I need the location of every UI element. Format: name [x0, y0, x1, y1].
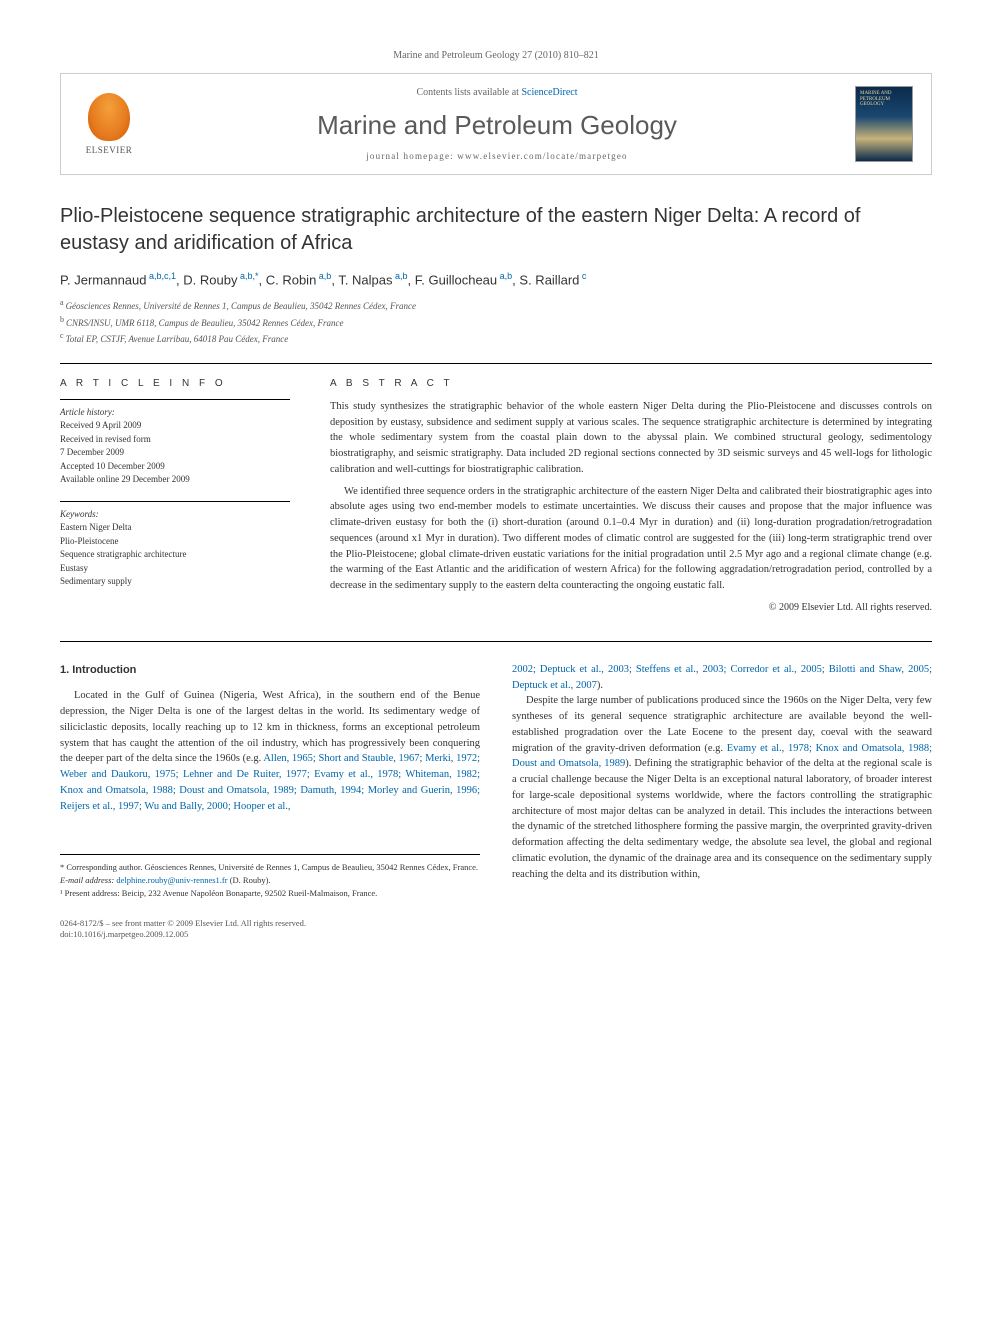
keyword-line: Sedimentary supply	[60, 575, 290, 589]
author-name: D. Rouby	[183, 272, 237, 287]
body-paragraph: 2002; Deptuck et al., 2003; Steffens et …	[512, 662, 932, 694]
affiliations-block: a Géosciences Rennes, Université de Renn…	[60, 297, 932, 347]
sciencedirect-link[interactable]: ScienceDirect	[521, 87, 577, 98]
email-suffix: (D. Rouby).	[228, 875, 271, 885]
author-affiliation-marks: a,b	[316, 271, 331, 281]
author-name: F. Guillocheau	[415, 272, 497, 287]
author-affiliation-marks: a,b,c,1	[147, 271, 177, 281]
affiliation-mark: b	[60, 315, 66, 324]
author-affiliation-marks: a,b	[497, 271, 512, 281]
publisher-logo: ELSEVIER	[79, 89, 139, 159]
refs-close: ).	[597, 680, 603, 691]
history-line: Received in revised form	[60, 433, 290, 447]
article-info-column: A R T I C L E I N F O Article history: R…	[60, 378, 290, 613]
affiliation-line: c Total EP, CSTJF, Avenue Larribau, 6401…	[60, 330, 932, 347]
body-column-right: 2002; Deptuck et al., 2003; Steffens et …	[512, 662, 932, 942]
body-paragraph: Despite the large number of publications…	[512, 693, 932, 882]
authors-line: P. Jermannaud a,b,c,1, D. Rouby a,b,*, C…	[60, 271, 932, 287]
keywords-heading: Keywords:	[60, 508, 290, 522]
keyword-line: Eustasy	[60, 562, 290, 576]
abstract-column: A B S T R A C T This study synthesizes t…	[330, 378, 932, 613]
article-history-block: Article history: Received 9 April 2009Re…	[60, 399, 290, 487]
history-line: Available online 29 December 2009	[60, 473, 290, 487]
author-name: T. Nalpas	[338, 272, 392, 287]
elsevier-tree-icon	[88, 93, 130, 141]
divider-rule-2	[60, 641, 932, 642]
history-lines: Received 9 April 2009Received in revised…	[60, 419, 290, 487]
footnote-corresponding: * Corresponding author. Géosciences Renn…	[60, 861, 480, 874]
front-matter-line: 0264-8172/$ – see front matter © 2009 El…	[60, 918, 480, 930]
footnote-email-line: E-mail address: delphine.rouby@univ-renn…	[60, 874, 480, 887]
section-heading-introduction: 1. Introduction	[60, 662, 480, 679]
abstract-paragraph: This study synthesizes the stratigraphic…	[330, 399, 932, 478]
cover-thumb-text: MARINE AND PETROLEUM GEOLOGY	[860, 91, 892, 108]
abstract-copyright: © 2009 Elsevier Ltd. All rights reserved…	[330, 602, 932, 613]
author-name: S. Raillard	[519, 272, 579, 287]
body-paragraph: Located in the Gulf of Guinea (Nigeria, …	[60, 688, 480, 814]
cover-line-1: MARINE AND	[860, 91, 892, 96]
author-affiliation-marks: a,b,*	[237, 271, 258, 281]
footnote-present-address: ¹ Present address: Beicip, 232 Avenue Na…	[60, 887, 480, 900]
abstract-text: This study synthesizes the stratigraphic…	[330, 399, 932, 594]
top-citation: Marine and Petroleum Geology 27 (2010) 8…	[60, 50, 932, 61]
homepage-url: www.elsevier.com/locate/marpetgeo	[457, 151, 627, 161]
page-container: Marine and Petroleum Geology 27 (2010) 8…	[0, 0, 992, 991]
history-line: Received 9 April 2009	[60, 419, 290, 433]
homepage-prefix: journal homepage:	[366, 151, 457, 161]
abstract-label: A B S T R A C T	[330, 378, 932, 389]
doi-line: doi:10.1016/j.marpetgeo.2009.12.005	[60, 929, 480, 941]
contents-available-line: Contents lists available at ScienceDirec…	[139, 87, 855, 98]
publisher-name: ELSEVIER	[86, 145, 133, 155]
journal-header: ELSEVIER Contents lists available at Sci…	[60, 73, 932, 175]
author-affiliation-marks: a,b	[393, 271, 408, 281]
keyword-lines: Eastern Niger DeltaPlio-PleistoceneSeque…	[60, 521, 290, 589]
body-text-right-2: ). Defining the stratigraphic behavior o…	[512, 758, 932, 879]
keyword-line: Eastern Niger Delta	[60, 521, 290, 535]
history-line: Accepted 10 December 2009	[60, 460, 290, 474]
footnotes-block: * Corresponding author. Géosciences Renn…	[60, 854, 480, 899]
body-column-left: 1. Introduction Located in the Gulf of G…	[60, 662, 480, 942]
article-title: Plio-Pleistocene sequence stratigraphic …	[60, 203, 932, 257]
abstract-paragraph: We identified three sequence orders in t…	[330, 484, 932, 594]
header-center: Contents lists available at ScienceDirec…	[139, 87, 855, 161]
email-label: E-mail address:	[60, 875, 116, 885]
affiliation-mark: c	[60, 331, 66, 340]
cover-line-2: PETROLEUM	[860, 97, 890, 102]
journal-name: Marine and Petroleum Geology	[139, 110, 855, 141]
contents-prefix: Contents lists available at	[416, 87, 521, 98]
affiliation-line: b CNRS/INSU, UMR 6118, Campus de Beaulie…	[60, 314, 932, 331]
bottom-copyright-block: 0264-8172/$ – see front matter © 2009 El…	[60, 918, 480, 942]
affiliation-line: a Géosciences Rennes, Université de Renn…	[60, 297, 932, 314]
body-columns: 1. Introduction Located in the Gulf of G…	[60, 662, 932, 942]
keyword-line: Plio-Pleistocene	[60, 535, 290, 549]
author-name: P. Jermannaud	[60, 272, 147, 287]
journal-homepage-line: journal homepage: www.elsevier.com/locat…	[139, 151, 855, 161]
keyword-line: Sequence stratigraphic architecture	[60, 548, 290, 562]
email-link[interactable]: delphine.rouby@univ-rennes1.fr	[116, 875, 227, 885]
history-line: 7 December 2009	[60, 446, 290, 460]
reference-link[interactable]: 2002; Deptuck et al., 2003; Steffens et …	[512, 664, 932, 691]
author-affiliation-marks: c	[579, 271, 586, 281]
journal-cover-thumbnail: MARINE AND PETROLEUM GEOLOGY	[855, 86, 913, 162]
author-name: C. Robin	[266, 272, 317, 287]
info-abstract-row: A R T I C L E I N F O Article history: R…	[60, 378, 932, 613]
article-info-label: A R T I C L E I N F O	[60, 378, 290, 389]
cover-line-3: GEOLOGY	[860, 102, 884, 107]
divider-rule	[60, 363, 932, 364]
affiliation-mark: a	[60, 298, 66, 307]
history-heading: Article history:	[60, 406, 290, 420]
keywords-block: Keywords: Eastern Niger DeltaPlio-Pleist…	[60, 501, 290, 589]
